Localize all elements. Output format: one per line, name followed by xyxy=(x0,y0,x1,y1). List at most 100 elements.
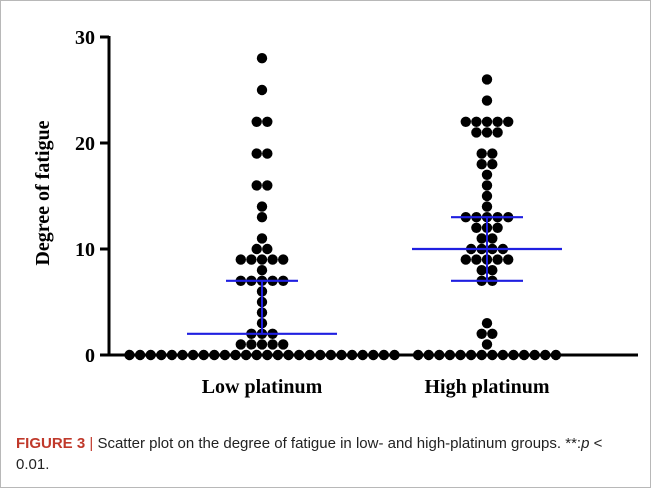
data-point xyxy=(256,84,268,96)
data-point xyxy=(357,349,368,361)
data-point xyxy=(124,349,135,361)
data-point xyxy=(412,349,424,361)
data-point xyxy=(503,254,514,265)
data-point xyxy=(251,349,262,361)
caption-text: Scatter plot on the degree of fatigue in… xyxy=(97,435,582,452)
data-point xyxy=(476,349,487,361)
data-point xyxy=(518,349,530,361)
data-point xyxy=(251,243,262,255)
data-point xyxy=(240,349,252,361)
data-point xyxy=(471,116,482,128)
data-point xyxy=(251,180,262,191)
data-point xyxy=(262,148,273,159)
data-point xyxy=(251,148,262,159)
data-point xyxy=(283,349,294,361)
data-point xyxy=(219,349,231,361)
data-point xyxy=(251,116,262,128)
data-point xyxy=(503,116,514,128)
data-point xyxy=(368,349,379,361)
data-point xyxy=(508,349,519,361)
data-point xyxy=(378,349,390,361)
data-point xyxy=(336,349,347,361)
data-point xyxy=(235,339,246,350)
data-point xyxy=(423,349,434,361)
data-point xyxy=(481,190,493,202)
data-point xyxy=(497,349,509,361)
data-point xyxy=(434,349,445,361)
data-point xyxy=(262,349,273,361)
data-point xyxy=(460,116,471,128)
data-point xyxy=(492,116,503,128)
data-point xyxy=(481,127,493,138)
data-point xyxy=(256,212,268,223)
figure-label: FIGURE 3 xyxy=(16,435,86,452)
data-points xyxy=(124,53,562,361)
data-point xyxy=(481,201,493,212)
data-point xyxy=(476,328,487,339)
data-point xyxy=(471,222,482,233)
data-point xyxy=(492,254,503,265)
data-point xyxy=(156,349,167,361)
y-axis-label: Degree of fatigue xyxy=(32,120,54,265)
data-point xyxy=(256,339,268,350)
caption-p: p xyxy=(581,435,590,452)
x-category-label: Low platinum xyxy=(202,376,323,398)
data-point xyxy=(550,349,562,361)
data-point xyxy=(256,53,268,64)
data-point xyxy=(389,349,400,361)
data-point xyxy=(487,148,498,159)
data-point xyxy=(481,95,493,106)
data-point xyxy=(492,222,503,233)
figure-caption: FIGURE 3 | Scatter plot on the degree of… xyxy=(16,433,636,475)
data-point xyxy=(460,254,471,265)
summary-lines xyxy=(187,216,562,335)
data-point xyxy=(267,254,278,265)
data-point xyxy=(481,116,493,128)
data-point xyxy=(487,265,498,276)
y-tick-label: 20 xyxy=(75,133,95,155)
data-point xyxy=(481,339,493,350)
data-point xyxy=(166,349,178,361)
y-tick-label: 10 xyxy=(75,239,95,261)
data-point xyxy=(235,254,246,265)
data-point xyxy=(198,349,209,361)
data-point xyxy=(476,265,487,276)
data-point xyxy=(487,233,498,244)
data-point xyxy=(230,349,241,361)
data-point xyxy=(267,339,278,350)
data-point xyxy=(262,180,273,191)
data-point xyxy=(256,265,268,276)
data-point xyxy=(272,349,284,361)
data-point xyxy=(487,159,498,170)
data-point xyxy=(444,349,456,361)
data-point xyxy=(187,349,199,361)
axes: 0 10 20 30 Low platinum High platinum xyxy=(75,27,638,398)
data-point xyxy=(278,254,289,265)
data-point xyxy=(256,233,268,244)
data-point xyxy=(262,116,273,128)
data-point xyxy=(481,180,493,191)
data-point xyxy=(134,349,146,361)
data-point xyxy=(177,349,188,361)
data-point xyxy=(246,339,257,350)
data-point xyxy=(471,254,482,265)
data-point xyxy=(262,243,273,255)
y-tick-label: 0 xyxy=(85,345,95,367)
x-category-label: High platinum xyxy=(424,376,549,398)
data-point xyxy=(471,127,482,138)
data-point xyxy=(209,349,220,361)
data-point xyxy=(256,201,268,212)
scatter-chart: 0 10 20 30 Low platinum High platinum Degree … xyxy=(32,27,638,398)
data-point xyxy=(293,349,305,361)
data-point xyxy=(256,254,268,265)
data-point xyxy=(145,349,156,361)
data-point xyxy=(487,328,498,339)
data-point xyxy=(529,349,540,361)
data-point xyxy=(304,349,315,361)
data-point xyxy=(476,233,487,244)
data-point xyxy=(540,349,551,361)
data-point xyxy=(481,169,493,180)
data-point xyxy=(465,349,477,361)
data-point xyxy=(476,148,487,159)
